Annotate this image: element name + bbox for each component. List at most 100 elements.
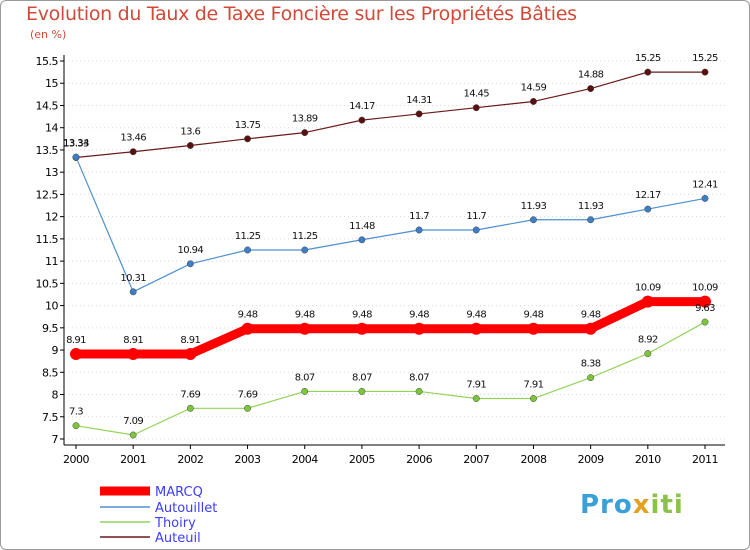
data-point-thoiry-2000 — [72, 422, 80, 430]
y-tick-label-7.5: 7.5 — [42, 411, 58, 424]
data-point-marcq-2007 — [470, 322, 483, 335]
y-axis-unit-label: (en %) — [30, 28, 67, 41]
y-tick-label-12.5: 12.5 — [36, 188, 59, 201]
data-point-thoiry-2009 — [587, 374, 595, 382]
data-point-thoiry-2010 — [644, 350, 652, 358]
data-label-autouillet-2006: 11.7 — [409, 211, 429, 222]
y-tick-label-13.5: 13.5 — [36, 144, 59, 157]
data-point-marcq-2009 — [584, 322, 597, 335]
data-point-autouillet-2010 — [644, 205, 652, 213]
data-label-autouillet-2010: 12.17 — [635, 190, 661, 201]
data-point-autouillet-2007 — [472, 226, 480, 234]
data-point-auteuil-2008 — [530, 98, 537, 105]
y-tick-label-7: 7 — [52, 433, 59, 446]
data-label-autouillet-2002: 10.94 — [178, 245, 204, 256]
y-tick-label-8: 8 — [52, 389, 59, 402]
legend-label-autouillet: Autouillet — [155, 501, 217, 516]
series-line-autouillet — [75, 156, 706, 293]
x-tick-label-2008: 2008 — [520, 453, 546, 466]
y-tick-label-14.5: 14.5 — [36, 99, 59, 112]
data-label-thoiry-2003: 7.69 — [238, 389, 258, 400]
data-label-thoiry-2006: 8.07 — [409, 372, 429, 383]
data-label-autouillet-2003: 11.25 — [235, 231, 261, 242]
legend-label-marcq: MARCQ — [155, 485, 203, 500]
data-label-thoiry-2009: 8.38 — [581, 359, 601, 370]
data-label-autouillet-2008: 11.93 — [521, 201, 547, 212]
data-label-auteuil-2008: 14.59 — [521, 82, 547, 93]
data-point-marcq-2003 — [241, 322, 254, 335]
data-label-thoiry-2010: 8.92 — [638, 335, 658, 346]
series-thoiry — [72, 318, 709, 439]
data-point-auteuil-2009 — [587, 85, 595, 93]
data-label-autouillet-2004: 11.25 — [292, 231, 318, 242]
x-tick-label-2001: 2001 — [120, 453, 146, 466]
data-label-auteuil-2002: 13.6 — [180, 126, 200, 137]
data-label-marcq-2008: 9.48 — [524, 310, 544, 321]
y-tick-label-10.5: 10.5 — [36, 277, 59, 290]
logo-part-iti: iti — [650, 490, 684, 520]
data-label-auteuil-2004: 13.89 — [292, 114, 318, 125]
data-label-auteuil-2006: 14.31 — [406, 95, 432, 106]
y-tick-label-11.5: 11.5 — [36, 233, 59, 246]
data-point-thoiry-2007 — [472, 395, 480, 402]
data-label-thoiry-2004: 8.07 — [295, 372, 315, 383]
data-point-thoiry-2004 — [301, 387, 309, 395]
data-point-autouillet-2005 — [358, 236, 366, 244]
logo-part-x: x — [632, 490, 651, 520]
data-point-thoiry-2006 — [415, 387, 423, 395]
data-label-marcq-2001: 8.91 — [123, 335, 143, 346]
data-label-thoiry-2011: 9.63 — [695, 303, 715, 314]
data-label-auteuil-2003: 13.75 — [235, 120, 261, 131]
data-label-auteuil-2001: 13.46 — [120, 133, 146, 144]
data-label-autouillet-2005: 11.48 — [349, 221, 375, 232]
data-label-marcq-2011: 10.09 — [692, 283, 718, 294]
x-tick-label-2002: 2002 — [177, 453, 203, 466]
x-tick-label-2011: 2011 — [692, 453, 718, 466]
data-point-autouillet-2011 — [701, 194, 709, 202]
data-label-marcq-2003: 9.48 — [238, 310, 258, 321]
data-label-auteuil-2000: 13.33 — [63, 139, 89, 150]
chart-title: Evolution du Taux de Taxe Foncière sur l… — [26, 3, 577, 25]
series-auteuil — [72, 68, 709, 161]
data-point-thoiry-2002 — [186, 404, 194, 412]
data-point-autouillet-2001 — [129, 288, 137, 296]
data-point-marcq-2004 — [298, 322, 311, 335]
data-point-autouillet-2008 — [530, 216, 537, 224]
x-tick-label-2004: 2004 — [292, 453, 318, 466]
series-line-marcq — [71, 297, 710, 359]
x-tick-label-2005: 2005 — [349, 453, 375, 466]
y-tick-label-14: 14 — [45, 122, 58, 135]
data-label-marcq-2004: 9.48 — [295, 310, 315, 321]
data-point-autouillet-2000 — [72, 153, 80, 161]
data-label-thoiry-2007: 7.91 — [466, 380, 486, 391]
series-autouillet — [72, 153, 709, 296]
data-label-thoiry-2005: 8.07 — [352, 372, 372, 383]
data-point-auteuil-2007 — [472, 104, 480, 112]
data-label-autouillet-2000: 13.34 — [63, 138, 89, 149]
data-point-thoiry-2011 — [701, 318, 709, 326]
data-label-marcq-2009: 9.48 — [581, 310, 601, 321]
data-point-thoiry-2008 — [530, 395, 537, 402]
data-point-autouillet-2003 — [244, 246, 251, 254]
data-label-autouillet-2007: 11.7 — [466, 211, 486, 222]
data-point-auteuil-2006 — [415, 110, 423, 118]
x-tick-label-2006: 2006 — [406, 453, 432, 466]
y-tick-label-15.5: 15.5 — [36, 55, 59, 68]
data-point-auteuil-2004 — [301, 129, 309, 137]
data-point-marcq-2008 — [527, 322, 540, 335]
data-point-marcq-2005 — [355, 322, 368, 335]
x-tick-label-2009: 2009 — [578, 453, 604, 466]
legend-label-auteuil: Auteuil — [155, 531, 201, 546]
data-label-autouillet-2001: 10.31 — [120, 273, 146, 284]
data-label-autouillet-2011: 12.41 — [692, 179, 718, 190]
x-tick-label-2007: 2007 — [463, 453, 489, 466]
data-label-autouillet-2009: 11.93 — [578, 201, 604, 212]
data-point-auteuil-2003 — [244, 135, 251, 143]
data-point-marcq-2002 — [184, 348, 197, 361]
data-point-autouillet-2006 — [415, 226, 423, 234]
proxiti-logo: Proxiti — [580, 490, 684, 520]
data-point-thoiry-2005 — [358, 387, 366, 395]
y-tick-label-15: 15 — [45, 77, 58, 90]
